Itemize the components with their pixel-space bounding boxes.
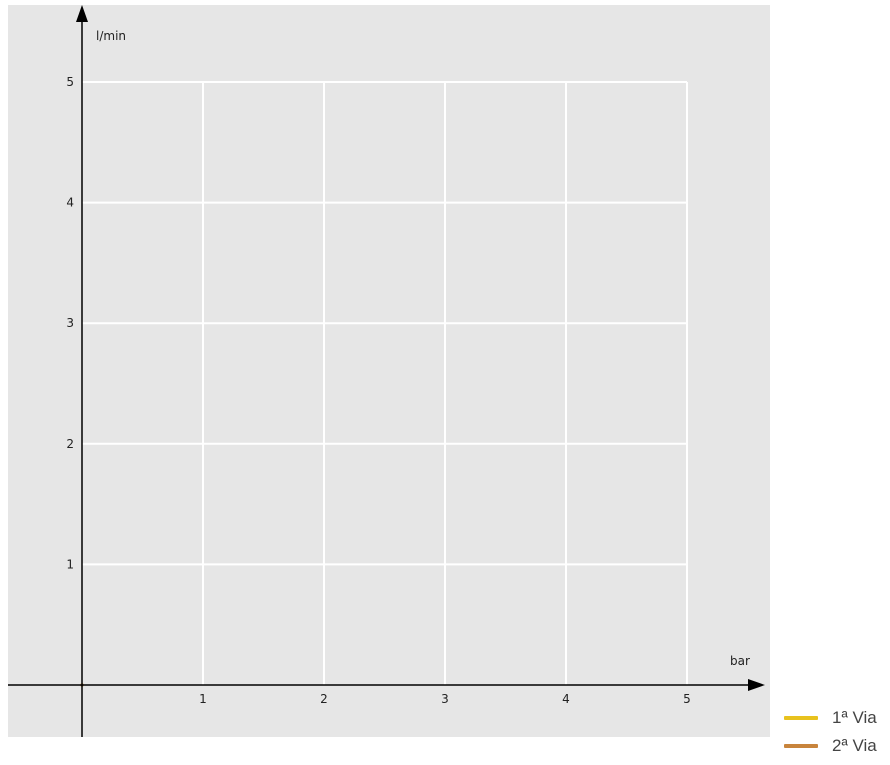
legend-label-2: 2ª Via	[832, 736, 877, 755]
x-tick-label-3: 3	[441, 692, 449, 706]
plot-background	[8, 5, 770, 737]
x-axis-arrow-icon	[748, 679, 765, 691]
y-tick-labels: 1 2 3 4 5	[66, 75, 74, 571]
x-tick-labels: 1 2 3 4 5	[199, 692, 691, 706]
y-tick-label-3: 3	[66, 316, 74, 330]
grid	[82, 81, 688, 685]
y-tick-label-4: 4	[66, 196, 74, 210]
x-axis-label: bar	[730, 654, 750, 668]
x-tick-label-2: 2	[320, 692, 328, 706]
x-tick-label-5: 5	[683, 692, 691, 706]
y-tick-label-1: 1	[66, 557, 74, 571]
legend-swatch-1	[784, 716, 818, 720]
y-tick-label-5: 5	[66, 75, 74, 89]
x-tick-label-4: 4	[562, 692, 570, 706]
legend-swatch-2	[784, 744, 818, 748]
y-tick-label-2: 2	[66, 437, 74, 451]
legend-label-1: 1ª Via	[832, 708, 877, 727]
legend-item-2: 2ª Via	[784, 732, 877, 760]
x-tick-label-1: 1	[199, 692, 207, 706]
y-axis-arrow-icon	[76, 5, 88, 22]
y-axis-label: l/min	[96, 29, 126, 43]
legend-item-1: 1ª Via	[784, 704, 877, 732]
legend: 1ª Via 2ª Via	[784, 704, 877, 760]
